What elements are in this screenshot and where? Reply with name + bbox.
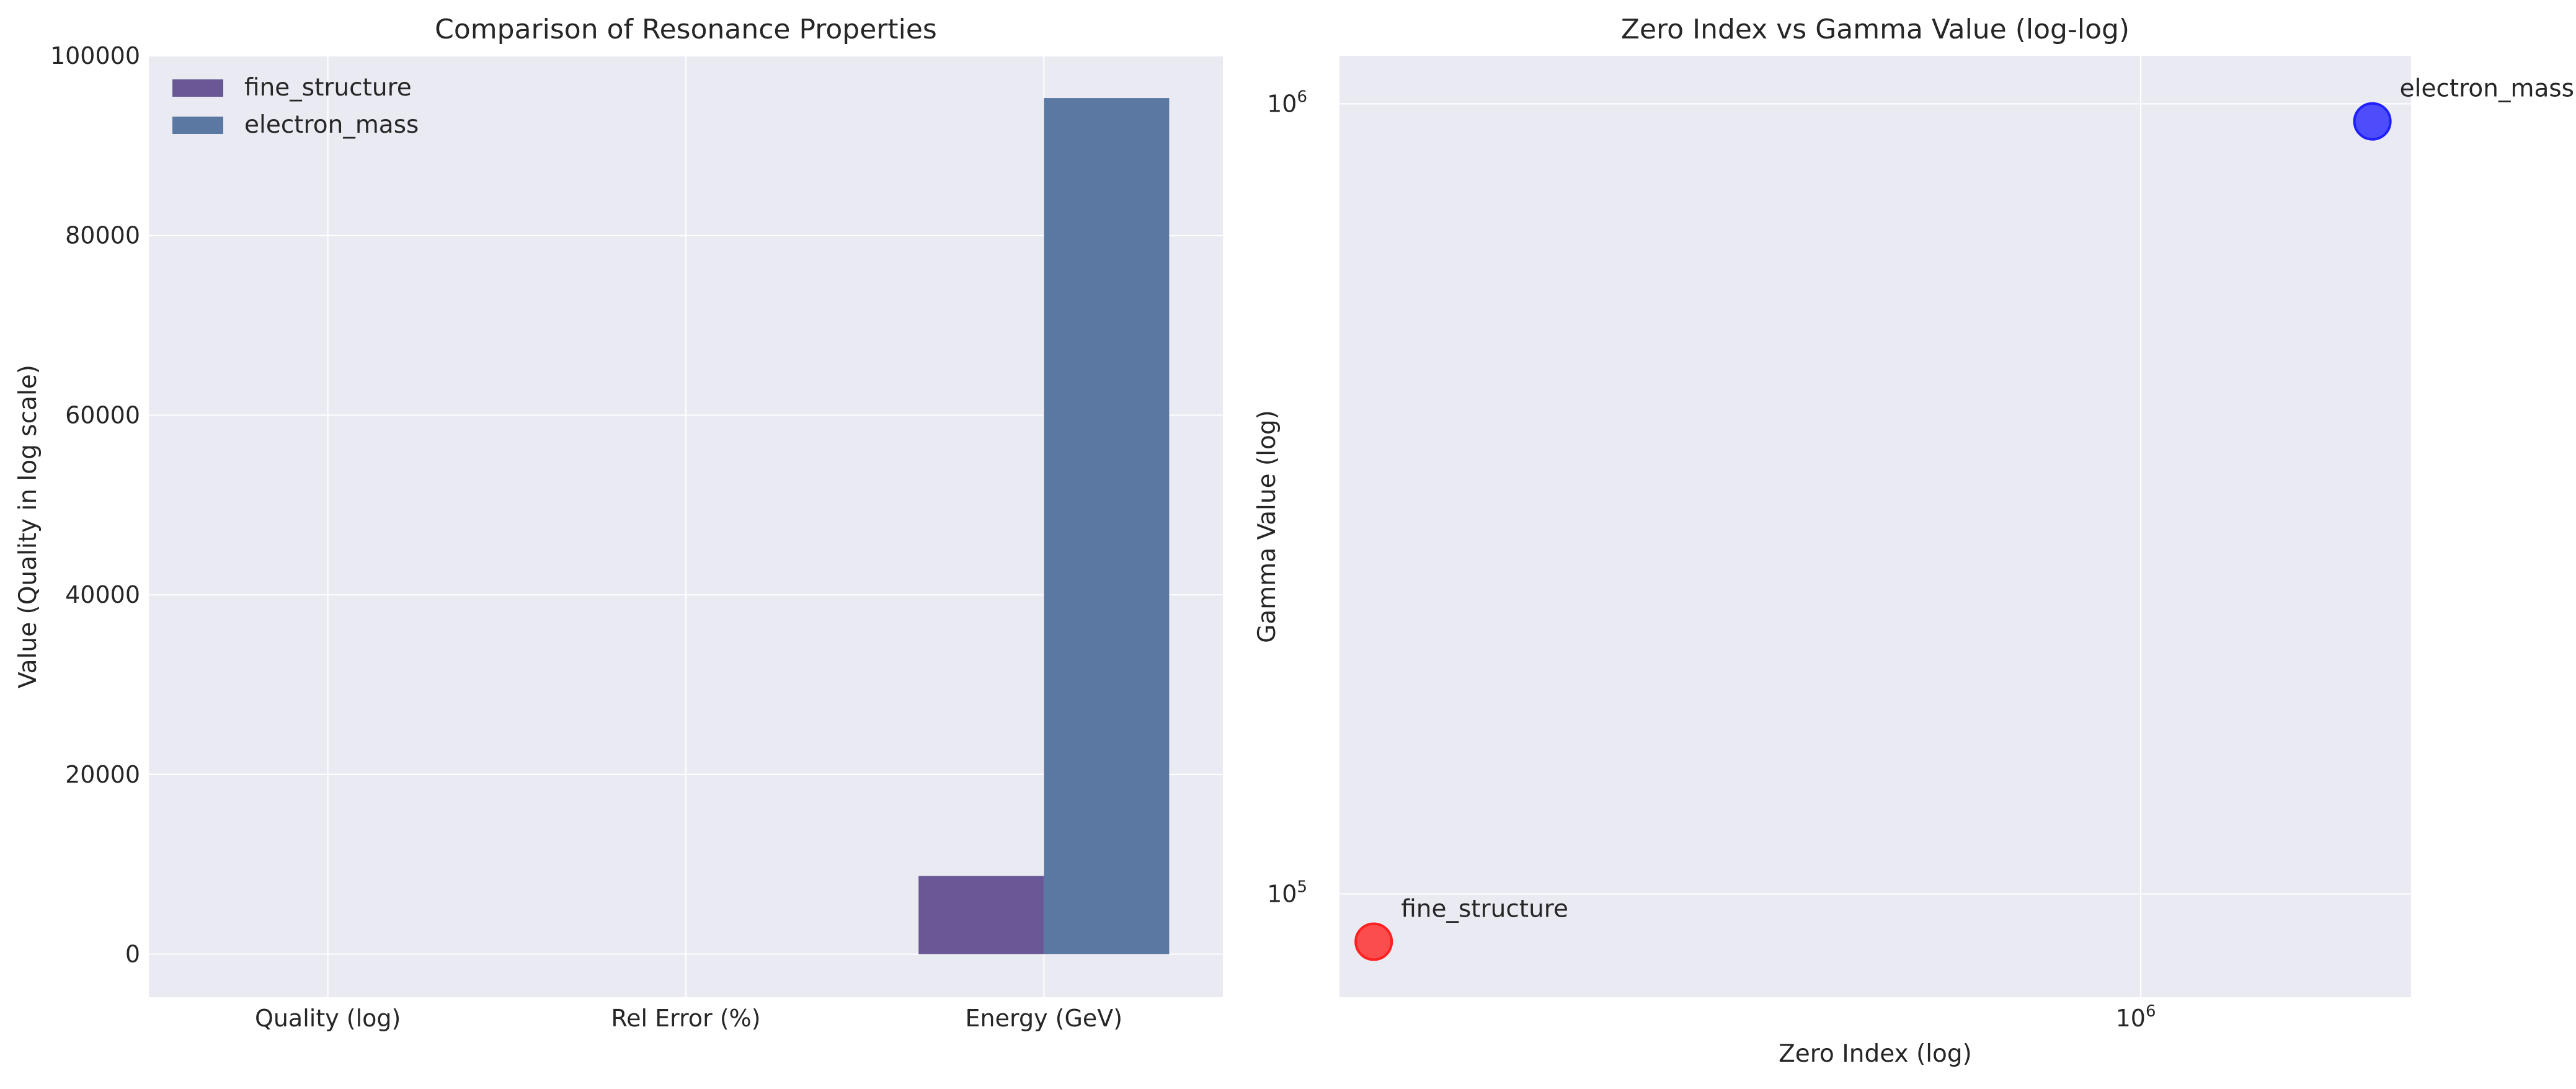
bar-x-tick-label: Energy (GeV) <box>966 1005 1123 1032</box>
legend-label-electron_mass: electron_mass <box>244 111 419 139</box>
scatter-x-ticks: 106 <box>2116 1002 2156 1032</box>
scatter-point-fine_structure <box>1354 922 1393 961</box>
bar-y-tick-label: 100000 <box>50 42 140 69</box>
scatter-y-tick-label: 105 <box>1267 878 1307 907</box>
scatter-marks: fine_structure electron_mass <box>1354 75 2574 961</box>
scatter-y-ticks: 105 106 <box>1267 87 1307 907</box>
scatter-point-electron_mass <box>2353 102 2392 141</box>
legend-label-fine_structure: fine_structure <box>244 74 412 102</box>
scatter-grid <box>1339 56 2411 997</box>
bar-x-tick-label: Quality (log) <box>255 1005 401 1032</box>
bar-marks <box>918 98 1170 954</box>
scatter-chart: fine_structure electron_mass 105 106 106 Z… <box>1253 14 2574 1068</box>
legend-swatch-fine_structure <box>172 79 223 97</box>
scatter-plot-area <box>1339 56 2411 997</box>
bar-electron_mass <box>1044 98 1170 954</box>
bar-chart: 0 20000 40000 60000 80000 100000 Quality (log… <box>14 14 1223 1032</box>
bar-y-tick-label: 0 <box>125 940 140 967</box>
bar-y-tick-label: 60000 <box>65 401 140 429</box>
bar-legend: fine_structure electron_mass <box>172 74 419 139</box>
legend-swatch-electron_mass <box>172 117 223 134</box>
scatter-y-tick-label: 106 <box>1267 87 1307 117</box>
scatter-y-axis-label: Gamma Value (log) <box>1253 410 1281 643</box>
bar-chart-title: Comparison of Resonance Properties <box>435 14 937 45</box>
scatter-x-axis-label: Zero Index (log) <box>1779 1040 1972 1068</box>
scatter-x-tick-label: 106 <box>2116 1002 2156 1032</box>
bar-y-axis-label: Value (Quality in log scale) <box>14 365 42 688</box>
scatter-annotation-electron_mass: electron_mass <box>2400 75 2574 103</box>
bar-fine_structure <box>918 876 1044 954</box>
bar-y-tick-label: 80000 <box>65 222 140 249</box>
bar-y-tick-label: 20000 <box>65 761 140 788</box>
bar-x-tick-label: Rel Error (%) <box>611 1005 760 1032</box>
bar-x-ticks: Quality (log) Rel Error (%) Energy (GeV) <box>255 1005 1122 1032</box>
bar-y-tick-label: 40000 <box>65 581 140 608</box>
scatter-chart-title: Zero Index vs Gamma Value (log-log) <box>1621 14 2130 45</box>
scatter-annotation-fine_structure: fine_structure <box>1401 895 1568 923</box>
bar-y-ticks: 0 20000 40000 60000 80000 100000 <box>50 42 140 967</box>
